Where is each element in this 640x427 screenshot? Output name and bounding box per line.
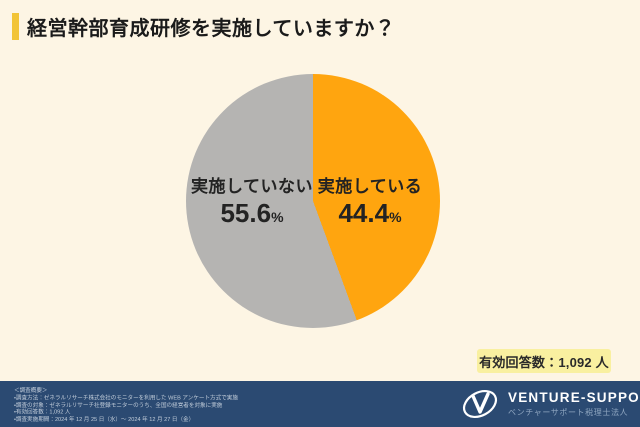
pie-chart [186, 74, 440, 328]
pie-slice-label-not-conducting: 実施していない 55.6% [167, 172, 337, 229]
slice-value: 44.4 [338, 198, 390, 228]
survey-overview: ＜調査概要＞ ・調査方法：ゼネラルリサーチ株式会社のモニターを利用した WEB … [14, 387, 361, 424]
logo-subtitle: ベンチャーサポート税理士法人 [508, 408, 629, 417]
slice-unit: % [389, 209, 402, 225]
slice-unit: % [271, 209, 284, 225]
slice-label-text: 実施している [317, 177, 423, 196]
venture-support-logo-icon [462, 389, 498, 419]
footer-bar: ＜調査概要＞ ・調査方法：ゼネラルリサーチ株式会社のモニターを利用した WEB … [0, 381, 640, 427]
title-accent-bar [12, 13, 19, 40]
survey-overview-heading: ＜調査概要＞ [14, 387, 48, 394]
valid-responses-badge: 有効回答数：1,092 人 [477, 349, 611, 373]
slice-value-line: 55.6% [167, 198, 337, 229]
pie-slice-label-conducting: 実施している 44.4% [285, 172, 455, 229]
survey-target-line: ・調査の対象：ゼネラルリサーチ社登録モニターのうち、全国の経営者を対象に実施 [14, 401, 223, 408]
survey-period-line: ・調査実施期間：2024 年 12 月 25 日（水）～ 2024 年 12 月… [14, 416, 195, 423]
slice-value: 55.6 [220, 198, 272, 228]
logo-text-block: VENTURE-SUPPORT ベンチャーサポート税理士法人 [508, 390, 640, 418]
survey-method-line: ・調査方法：ゼネラルリサーチ株式会社のモニターを利用した WEB アンケート方式… [14, 394, 238, 401]
slice-value-line: 44.4% [285, 198, 455, 229]
slice-label-text: 実施していない [191, 177, 313, 196]
survey-responses-line: ・有効回答数：1,092 人 [14, 408, 71, 416]
venture-support-logo: VENTURE-SUPPORT ベンチャーサポート税理士法人 [456, 386, 640, 422]
page-title: 経営幹部育成研修を実施していますか？ [27, 18, 396, 40]
logo-title: VENTURE-SUPPORT [508, 390, 640, 405]
